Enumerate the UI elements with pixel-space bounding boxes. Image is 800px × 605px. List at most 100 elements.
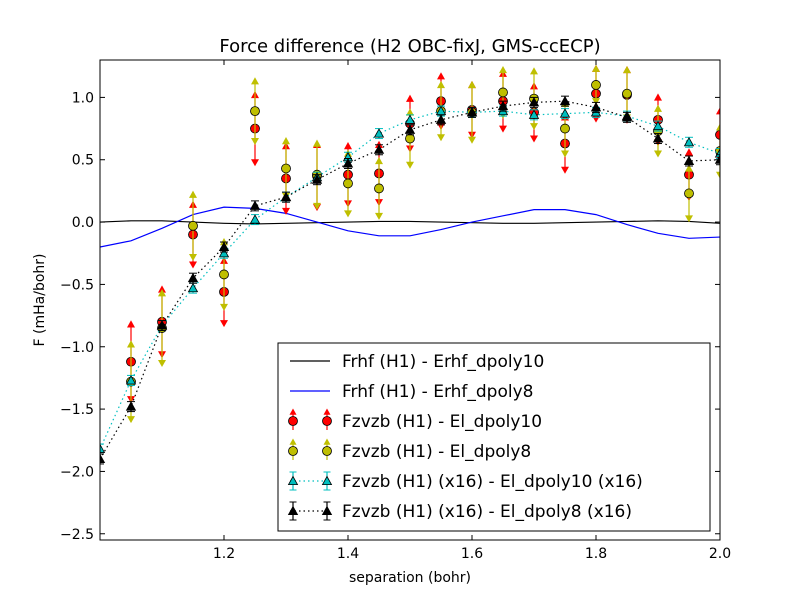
error-cap-bottom [282, 207, 290, 215]
data-point [498, 87, 508, 98]
data-point [125, 401, 137, 411]
error-cap-bottom [220, 320, 228, 328]
y-axis-label: F (mHa/bohr) [32, 254, 48, 347]
y-tick-label: −2.0 [60, 464, 94, 480]
legend-marker [322, 446, 332, 456]
data-point [683, 136, 695, 147]
y-tick-label: 0.5 [72, 153, 94, 169]
data-point [249, 214, 261, 224]
data-point [125, 375, 137, 385]
error-cap-top [716, 107, 720, 115]
data-point [652, 120, 664, 131]
error-cap-top [127, 320, 135, 328]
data-point [342, 158, 354, 168]
error-cap-bottom [158, 359, 166, 367]
data-point [621, 112, 633, 122]
data-point [100, 443, 106, 453]
legend-marker [288, 416, 298, 426]
legend-marker [287, 505, 299, 515]
error-cap-top [623, 65, 631, 74]
data-point [404, 124, 416, 134]
error-cap-bottom [561, 150, 569, 158]
error-cap-bottom [437, 134, 445, 142]
error-cap-top [468, 80, 476, 89]
legend-marker [288, 446, 298, 456]
error-cap-bottom [716, 171, 720, 179]
data-point [188, 220, 198, 231]
error-cap-bottom [344, 210, 352, 218]
error-cap-bottom [561, 166, 569, 174]
data-point [343, 178, 353, 189]
data-point [559, 108, 571, 118]
data-point [622, 88, 632, 99]
data-point [652, 133, 664, 143]
error-cap-top [654, 104, 662, 112]
data-point [528, 97, 540, 107]
error-cap-top [592, 64, 600, 72]
x-tick-label: 2.0 [709, 546, 731, 562]
error-cap-bottom [251, 159, 259, 167]
error-cap-top [282, 137, 290, 145]
error-cap-top [127, 340, 135, 348]
legend-entry: Fzvzb (H1) - El_dpoly8 [288, 438, 531, 462]
error-cap-bottom [406, 161, 414, 169]
data-point [374, 183, 384, 194]
legend-entry: Frhf (H1) - Erhf_dpoly10 [290, 352, 544, 372]
error-cap-top [251, 77, 259, 85]
error-cap-bottom [189, 261, 197, 269]
data-point [311, 174, 323, 184]
data-point [560, 123, 570, 134]
error-cap-bottom [530, 135, 538, 143]
legend-error-cap [289, 408, 297, 415]
error-cap-top [499, 65, 507, 74]
data-point [219, 269, 229, 280]
data-point [156, 320, 168, 330]
legend-marker [287, 475, 299, 486]
x-tick-label: 1.8 [585, 546, 607, 562]
y-tick-label: 0.0 [72, 215, 94, 231]
data-point [218, 247, 230, 258]
error-cap-top [685, 164, 693, 172]
data-point [590, 102, 602, 112]
error-cap-top [685, 148, 693, 156]
error-cap-bottom [313, 202, 321, 210]
error-cap-bottom [375, 212, 383, 220]
y-tick-label: −1.0 [60, 340, 94, 356]
x-axis-label: separation (bohr) [349, 570, 471, 586]
error-cap-top [189, 190, 197, 198]
error-cap-top [654, 93, 662, 101]
legend-marker [321, 505, 333, 515]
error-cap-bottom [189, 253, 197, 261]
data-point [404, 114, 416, 124]
y-tick-label: −1.5 [60, 402, 94, 418]
data-point [559, 95, 571, 106]
data-point [373, 128, 385, 138]
series-1 [100, 206, 720, 248]
error-cap-top [344, 142, 352, 150]
error-cap-top [716, 123, 720, 131]
error-cap-bottom [654, 150, 662, 158]
error-cap-top [158, 285, 166, 293]
legend-marker [321, 475, 333, 486]
legend: Frhf (H1) - Erhf_dpoly10 Frhf (H1) - Erhf… [277, 342, 711, 532]
data-point [466, 107, 478, 117]
data-point [715, 129, 720, 140]
chart-title: Force difference (H2 OBC-fixJ, GMS-ccECP… [219, 36, 600, 57]
plot-frame [99, 59, 721, 541]
y-tick-label: −0.5 [60, 277, 94, 293]
data-point [497, 100, 509, 111]
x-tick-label: 1.2 [213, 546, 235, 562]
legend-label: Fzvzb (H1) (x16) - El_dpoly8 (x16) [342, 502, 632, 522]
legend-entry: Frhf (H1) - Erhf_dpoly8 [290, 382, 533, 402]
data-point [281, 163, 291, 174]
error-cap-bottom [592, 98, 600, 106]
legend-error-cap [323, 408, 331, 415]
y-tick-label: −2.5 [60, 527, 94, 543]
data-point [250, 106, 260, 117]
error-cap-bottom [220, 303, 228, 311]
error-cap-top [406, 108, 414, 116]
error-cap-bottom [530, 123, 538, 131]
data-point [249, 200, 261, 210]
legend-error-cap [323, 438, 331, 445]
